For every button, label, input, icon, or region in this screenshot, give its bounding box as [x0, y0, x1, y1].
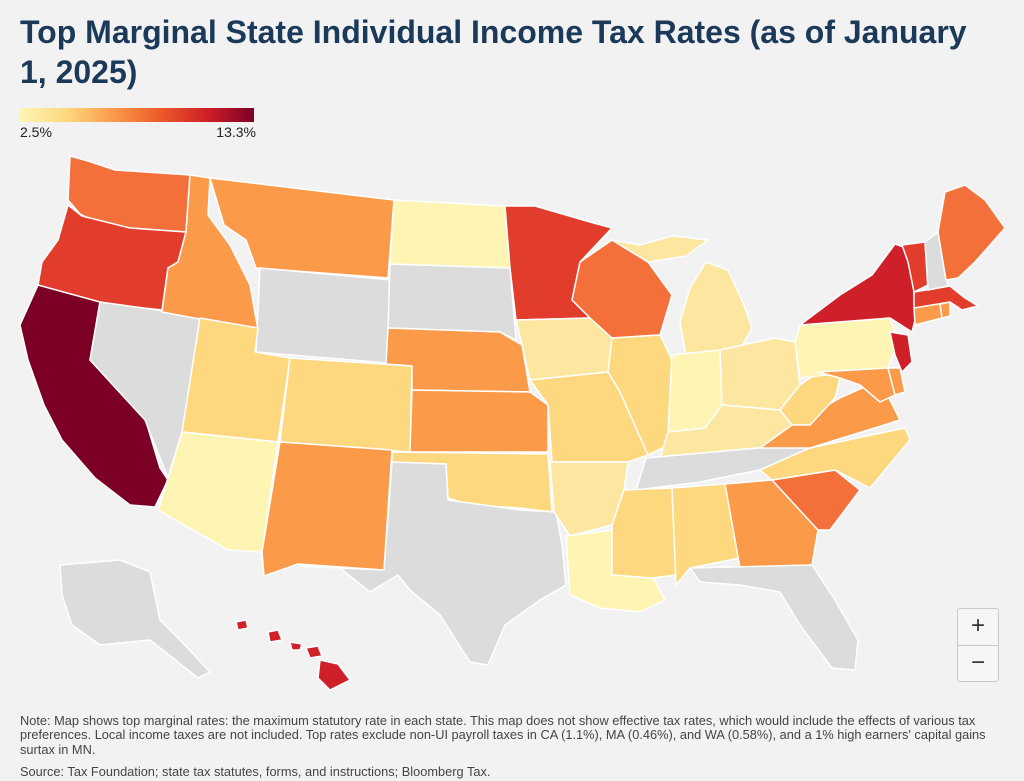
- zoom-in-button[interactable]: +: [970, 612, 985, 639]
- us-choropleth-map[interactable]: [0, 140, 1024, 700]
- state-north-carolina[interactable]: [759, 427, 911, 489]
- state-arizona[interactable]: [157, 431, 279, 553]
- map-source: Source: Tax Foundation; state tax statut…: [20, 764, 491, 779]
- legend-min-label: 2.5%: [20, 124, 52, 140]
- state-alaska[interactable]: [59, 559, 211, 679]
- map-title: Top Marginal State Individual Income Tax…: [20, 14, 967, 90]
- state-alabama[interactable]: [671, 483, 741, 586]
- legend-max-label: 13.3%: [216, 124, 256, 140]
- state-michigan-upper[interactable]: [611, 235, 709, 263]
- state-new-york[interactable]: [799, 243, 916, 333]
- state-hawaii[interactable]: [235, 619, 351, 691]
- legend-gradient-bar: [20, 108, 254, 122]
- state-wyoming[interactable]: [255, 267, 393, 364]
- state-michigan-lower[interactable]: [679, 261, 753, 356]
- state-kansas[interactable]: [409, 389, 549, 453]
- state-vermont[interactable]: [901, 241, 929, 293]
- legend-labels: 2.5% 13.3%: [20, 122, 256, 140]
- state-rhode-island[interactable]: [939, 301, 951, 319]
- state-illinois[interactable]: [607, 334, 673, 456]
- state-mississippi[interactable]: [611, 487, 677, 579]
- state-new-mexico[interactable]: [261, 441, 393, 577]
- state-maine[interactable]: [937, 184, 1006, 281]
- state-massachusetts[interactable]: [913, 285, 979, 311]
- zoom-out-button[interactable]: −: [958, 645, 998, 682]
- state-north-dakota[interactable]: [389, 199, 511, 269]
- state-new-jersey[interactable]: [889, 331, 913, 373]
- state-colorado[interactable]: [279, 357, 413, 453]
- state-new-hampshire[interactable]: [924, 231, 949, 291]
- state-texas[interactable]: [299, 461, 567, 666]
- state-west-virginia[interactable]: [779, 371, 841, 426]
- zoom-controls: + −: [957, 608, 999, 682]
- state-iowa[interactable]: [515, 317, 613, 381]
- map-note: Note: Map shows top marginal rates: the …: [20, 713, 986, 757]
- state-delaware[interactable]: [887, 367, 906, 396]
- state-florida[interactable]: [689, 564, 859, 671]
- color-legend: 2.5% 13.3%: [20, 108, 256, 140]
